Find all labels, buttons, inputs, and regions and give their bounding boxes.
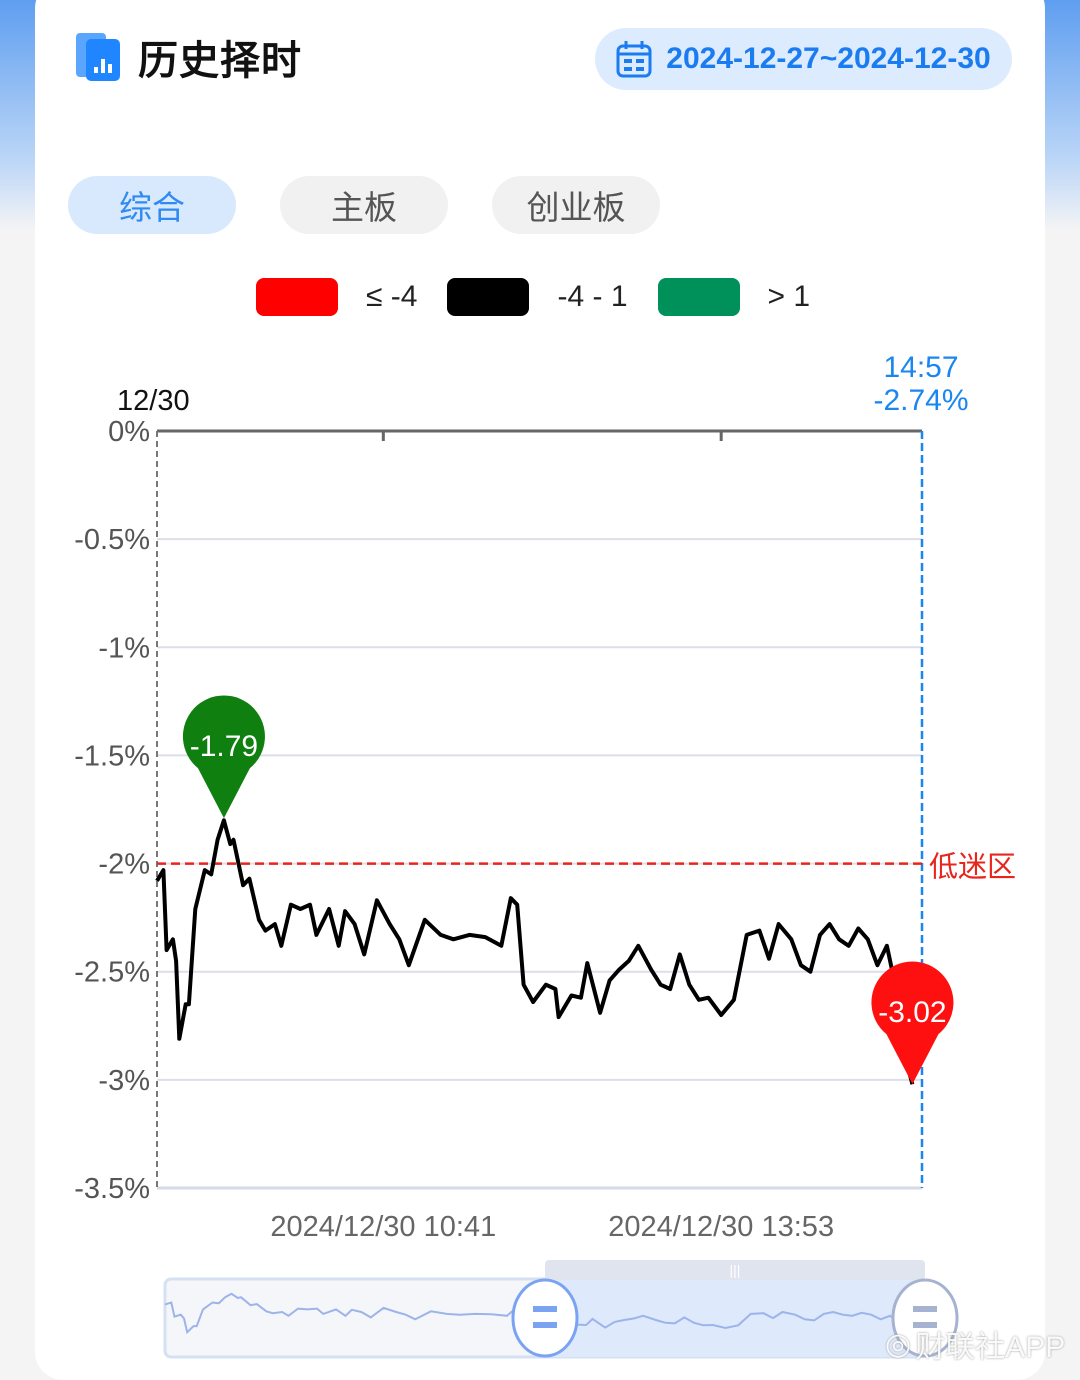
bar-chart-icon <box>76 33 122 81</box>
max-marker-label: -1.79 <box>190 730 258 763</box>
tab-composite[interactable]: 综合 <box>68 176 236 234</box>
min-marker: -3.02 <box>871 961 954 1085</box>
y-tick-label: -3.5% <box>74 1173 150 1205</box>
crosshair-value: -2.74% <box>873 384 968 417</box>
market-tabs: 综合 主板 创业板 <box>68 176 660 234</box>
range-slider-selection <box>545 1279 925 1357</box>
y-tick-label: -3% <box>98 1065 150 1097</box>
range-end-handle[interactable] <box>891 1278 959 1358</box>
min-marker-label: -3.02 <box>878 996 946 1029</box>
legend-swatch-black <box>447 278 530 316</box>
date-range-text: 2024-12-27~2024-12-30 <box>666 42 991 75</box>
calendar-icon <box>616 41 652 78</box>
legend-label-mid: -4 - 1 <box>557 280 628 313</box>
watermark-text: 财联社APP <box>915 1331 1066 1364</box>
tab-main-board[interactable]: 主板 <box>280 176 448 234</box>
chart-legend: ≤ -4 -4 - 1 > 1 <box>256 278 840 316</box>
drag-handle-icon <box>511 1278 579 1358</box>
handle-line <box>913 1306 937 1312</box>
watermark: ◎ 财联社APP <box>885 1322 1065 1366</box>
legend-swatch-red <box>256 278 338 316</box>
range-slider-bar[interactable] <box>545 1260 925 1280</box>
crosshair-time: 14:57 <box>883 351 958 384</box>
legend-label-high: > 1 <box>767 280 811 313</box>
chart-date-label: 12/30 <box>117 385 190 417</box>
y-tick-label: -0.5% <box>74 524 150 556</box>
legend-swatch-green <box>657 278 740 316</box>
card-header: 历史择时 <box>76 28 302 86</box>
legend-label-low: ≤ -4 <box>366 280 418 313</box>
date-range-picker[interactable]: 2024-12-27~2024-12-30 <box>595 28 1012 90</box>
y-tick-label: -1% <box>98 632 150 664</box>
handle-line <box>533 1306 557 1312</box>
weibo-icon: ◎ <box>885 1327 912 1361</box>
y-tick-label: -2% <box>98 849 150 881</box>
page-title: 历史择时 <box>138 38 302 84</box>
y-tick-label: -1.5% <box>74 740 150 772</box>
min-marker-pin <box>871 961 954 1085</box>
threshold-label: 低迷区 <box>929 851 1016 884</box>
handle-line <box>533 1322 557 1328</box>
x-tick-label: 2024/12/30 13:53 <box>608 1211 834 1243</box>
y-tick-label: -2.5% <box>74 957 150 989</box>
tab-chinext[interactable]: 创业板 <box>492 176 660 234</box>
max-marker-pin <box>182 695 265 819</box>
max-marker: -1.79 <box>182 695 265 819</box>
grip-icon: ||| <box>730 1262 741 1278</box>
y-tick-label: 0% <box>108 416 150 448</box>
drag-handle-icon <box>891 1278 959 1358</box>
range-start-handle[interactable] <box>511 1278 579 1358</box>
series-line <box>155 818 915 1085</box>
x-tick-label: 2024/12/30 10:41 <box>270 1211 496 1243</box>
handle-line <box>913 1322 937 1328</box>
